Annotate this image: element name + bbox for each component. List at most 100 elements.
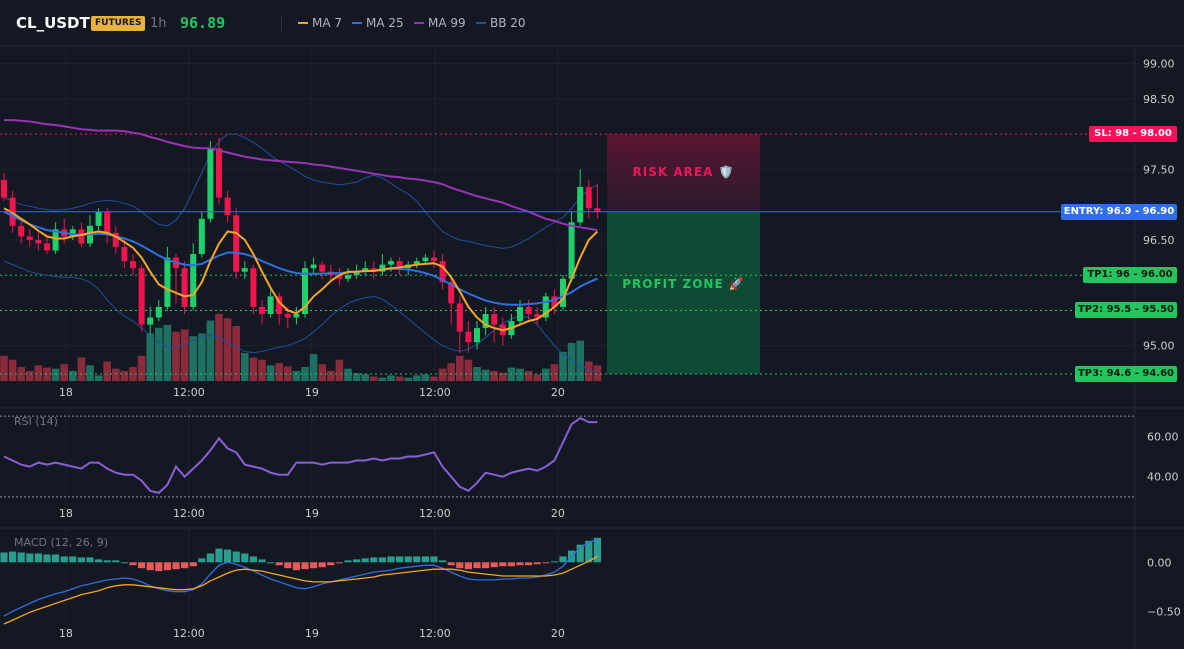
candle-body bbox=[422, 257, 429, 262]
legend-label: BB 20 bbox=[490, 16, 526, 30]
macd-histogram-bar bbox=[112, 560, 120, 563]
volume-bar bbox=[198, 333, 206, 381]
macd-histogram-bar bbox=[456, 562, 464, 569]
tp3-price-label: TP3: 94.6 - 94.60 bbox=[1075, 365, 1177, 382]
volume-bar bbox=[576, 340, 584, 381]
candle-body bbox=[353, 271, 360, 276]
volume-bar bbox=[438, 368, 447, 381]
macd-histogram-bar bbox=[34, 553, 42, 563]
macd-histogram-bar bbox=[60, 556, 68, 563]
volume-bar bbox=[284, 366, 292, 381]
candle-body bbox=[551, 296, 558, 307]
candle-body bbox=[362, 268, 369, 272]
risk-area-label: RISK AREA 🛡️ bbox=[632, 164, 735, 179]
macd-histogram-bar bbox=[95, 559, 103, 563]
last-price: 96.89 bbox=[180, 14, 226, 32]
candle-body bbox=[216, 148, 222, 198]
candle-body bbox=[164, 257, 171, 307]
ma7-line bbox=[3, 207, 599, 332]
macd-histogram-bar bbox=[482, 562, 490, 569]
candle-body bbox=[35, 239, 42, 244]
volume-bar bbox=[69, 370, 77, 381]
volume-bar bbox=[215, 313, 223, 381]
candle-body bbox=[534, 314, 541, 318]
volume-bar bbox=[567, 342, 576, 381]
candle-body bbox=[224, 197, 231, 216]
candle-body bbox=[439, 261, 446, 283]
legend-ma99[interactable]: MA 99 bbox=[414, 16, 466, 30]
macd-histogram-bar bbox=[69, 556, 77, 563]
x-tick-label: 19 bbox=[305, 507, 319, 520]
macd-histogram-bar bbox=[499, 562, 507, 567]
legend-bb20[interactable]: BB 20 bbox=[476, 16, 526, 30]
macd-histogram-bar bbox=[103, 560, 111, 563]
candle-body bbox=[465, 331, 472, 343]
volume-bar bbox=[335, 359, 344, 381]
candle-body bbox=[431, 257, 437, 262]
volume-bar bbox=[172, 331, 180, 381]
macd-histogram-bar bbox=[284, 562, 292, 569]
macd-histogram-bar bbox=[404, 556, 412, 563]
candle-body bbox=[181, 268, 188, 307]
y-tick-label: 99.00 bbox=[1143, 58, 1175, 71]
volume-bar bbox=[378, 377, 387, 381]
volume-bar bbox=[206, 320, 215, 381]
timeframe-label[interactable]: 1h bbox=[150, 16, 167, 31]
macd-histogram-bar bbox=[318, 562, 326, 568]
y-tick-label: 96.50 bbox=[1143, 234, 1175, 247]
profit-zone bbox=[607, 211, 760, 374]
volume-bar bbox=[241, 353, 249, 381]
volume-bar bbox=[344, 368, 352, 381]
volume-bar bbox=[430, 376, 438, 381]
candle-body bbox=[138, 268, 145, 325]
volume-bar bbox=[129, 367, 137, 381]
volume-bar bbox=[395, 376, 404, 381]
volume-bar bbox=[370, 376, 378, 381]
macd-histogram-bar bbox=[370, 557, 378, 563]
x-tick-label: 18 bbox=[59, 386, 73, 399]
volume-bar bbox=[456, 355, 464, 381]
volume-bar bbox=[163, 325, 172, 381]
macd-histogram-bar bbox=[550, 561, 558, 563]
legend-ma7[interactable]: MA 7 bbox=[298, 16, 342, 30]
candle-body bbox=[413, 261, 420, 265]
volume-bar bbox=[447, 363, 455, 381]
volume-bar bbox=[180, 329, 189, 381]
entry-price-label: ENTRY: 96.9 - 96.90 bbox=[1061, 203, 1177, 220]
candle-body bbox=[525, 306, 532, 314]
volume-bar bbox=[361, 374, 369, 381]
macd-histogram-bar bbox=[275, 562, 283, 566]
rsi-y-tick-label: 40.00 bbox=[1147, 471, 1179, 484]
candle-body bbox=[388, 261, 394, 265]
x-tick-label: 12:00 bbox=[419, 386, 451, 399]
volume-bar bbox=[0, 355, 8, 381]
macd-histogram-bar bbox=[473, 562, 481, 569]
y-tick-label: 98.50 bbox=[1143, 93, 1175, 106]
volume-bar bbox=[223, 318, 232, 381]
chart-header: CL_USDT FUTURES 1h 96.89 MA 7 MA 25 MA 9… bbox=[0, 0, 1184, 46]
macd-histogram-bar bbox=[516, 562, 524, 566]
x-tick-label: 12:00 bbox=[419, 627, 451, 640]
x-tick-label: 20 bbox=[551, 627, 565, 640]
macd-line bbox=[3, 538, 598, 617]
legend-ma25[interactable]: MA 25 bbox=[352, 16, 404, 30]
macd-histogram-bar bbox=[52, 554, 60, 563]
legend-label: MA 7 bbox=[312, 16, 343, 30]
futures-badge: FUTURES bbox=[91, 16, 146, 31]
macd-title: MACD (12, 26, 9) bbox=[14, 536, 108, 549]
macd-histogram-bar bbox=[585, 540, 593, 563]
profit-zone-label: PROFIT ZONE 🚀 bbox=[622, 276, 745, 291]
macd-histogram-bar bbox=[86, 557, 94, 563]
macd-histogram-bar bbox=[258, 559, 266, 563]
candle-body bbox=[198, 218, 205, 255]
symbol-name[interactable]: CL_USDT bbox=[16, 14, 90, 32]
volume-bar bbox=[542, 368, 550, 381]
macd-histogram-bar bbox=[593, 537, 601, 563]
candle-body bbox=[560, 278, 566, 307]
candle-body bbox=[448, 282, 455, 304]
macd-histogram-bar bbox=[490, 562, 498, 568]
x-tick-label: 20 bbox=[551, 386, 565, 399]
volume-bar bbox=[103, 361, 111, 381]
